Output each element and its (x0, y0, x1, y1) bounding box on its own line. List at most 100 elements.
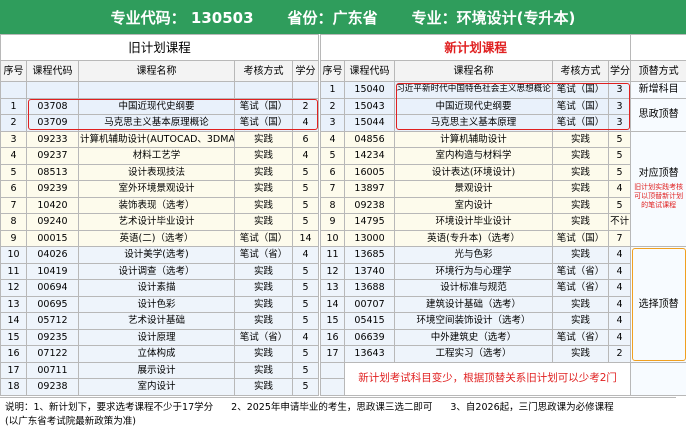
new-cell: 3 (608, 81, 632, 99)
old-cell (234, 81, 293, 99)
new-cell: 8 (320, 196, 346, 214)
new-title: 新计划课程 (320, 34, 632, 61)
course-row: 3 09233 计算机辅助设计(AUTOCAD、3DMAX) 实践 6 4 04856 计算机… (0, 130, 686, 247)
old-cell: 10 (0, 246, 27, 264)
column-label: 课程名称 (78, 60, 235, 82)
old-cell: 4 (0, 147, 27, 165)
new-cell: 笔试（省） (552, 262, 610, 280)
new-cell: 13000 (344, 229, 396, 247)
old-cell: 5 (0, 163, 27, 181)
new-cell: 15043 (344, 97, 396, 115)
new-cell: 05415 (344, 312, 396, 330)
old-cell: 5 (291, 279, 320, 297)
column-label: 课程代码 (26, 60, 79, 82)
new-cell: 4 (608, 246, 632, 264)
old-cell: 00695 (26, 295, 79, 313)
old-cell: 实践 (234, 279, 293, 297)
column-label: 顶替方式 (630, 60, 686, 82)
old-cell: 05712 (26, 312, 79, 330)
old-cell: 实践 (234, 213, 293, 231)
old-cell: 13 (0, 295, 27, 313)
new-cell: 笔试（省） (552, 328, 610, 346)
course-row: 15 09235 设计原理 笔试（省） 4 16 06639 中外建筑史（选考） 笔试（省） 4 (0, 328, 686, 346)
old-cell: 笔试（省） (234, 246, 293, 264)
new-cell: 笔试（国） (552, 114, 610, 132)
new-cell: 计算机辅助设计 (394, 130, 554, 148)
old-cell: 4 (291, 328, 320, 346)
old-cell: 实践 (234, 361, 293, 379)
old-cell: 2 (291, 97, 320, 115)
new-cell: 中外建筑史（选考） (394, 328, 554, 346)
old-cell: 笔试（国） (234, 114, 293, 132)
course-row: 9 00015 英语(二)（选考） 笔试（国） 14 10 13000 英语(专升本)（选考）… (0, 229, 686, 247)
replacement-label: 对应顶替 (638, 168, 679, 180)
replacement-note: 旧计划实践考核可以顶替新计划的笔试课程 (634, 183, 684, 210)
new-cell: 4 (608, 312, 632, 330)
old-cell (0, 81, 27, 99)
new-cell: 7 (320, 180, 346, 198)
old-cell: 09237 (26, 147, 79, 165)
label: 省份： (287, 8, 333, 27)
new-cell: 13897 (344, 180, 396, 198)
new-cell (320, 378, 346, 396)
new-cell: 实践 (552, 196, 610, 214)
replacement: 新增科目 (630, 81, 686, 99)
old-cell: 设计表现技法 (78, 163, 235, 181)
old-cell: 设计美学(选考) (78, 246, 235, 264)
title-row: 旧计划课程 新计划课程 (0, 34, 686, 395)
new-cell: 3 (608, 114, 632, 132)
new-cell: 工程实习（选考） (394, 345, 554, 363)
new-cell: 5 (320, 147, 346, 165)
old-cell: 实践 (234, 180, 293, 198)
new-cell (320, 361, 346, 379)
old-cell: 艺术设计毕业设计 (78, 213, 235, 231)
replacement-label: 思政顶替 (638, 109, 679, 120)
old-cell: 实践 (234, 196, 293, 214)
new-cell: 4 (608, 262, 632, 280)
course-row: 5 08513 设计表现技法 实践 5 6 16005 设计表达(环境设计) 实践 5 (0, 163, 686, 181)
old-cell: 实践 (234, 345, 293, 363)
new-cell: 14795 (344, 213, 396, 231)
old-cell: 6 (291, 130, 320, 148)
old-cell: 设计调查（选考） (78, 262, 235, 280)
old-cell (291, 81, 320, 99)
old-cell: 实践 (234, 312, 293, 330)
new-cell: 笔试（国） (552, 97, 610, 115)
course-row: 11 10419 设计调查（选考） 实践 5 12 13740 环境行为与心理学 笔试（省） 4 (0, 262, 686, 280)
old-cell: 09240 (26, 213, 79, 231)
new-cell: 1 (320, 81, 346, 99)
old-cell: 立体构成 (78, 345, 235, 363)
old-cell: 5 (291, 213, 320, 231)
old-cell: 装饰表现（选考） (78, 196, 235, 214)
new-cell: 17 (320, 345, 346, 363)
old-cell: 设计色彩 (78, 295, 235, 313)
label: 专业代码： (110, 8, 186, 27)
new-cell: 建筑设计基础（选考） (394, 295, 554, 313)
new-cell: 4 (320, 130, 346, 148)
new-cell: 实践 (552, 147, 610, 165)
new-cell: 实践 (552, 312, 610, 330)
blank (630, 34, 686, 61)
old-cell: 中国近现代史纲要 (78, 97, 235, 115)
new-cell: 4 (608, 295, 632, 313)
new-cell: 12 (320, 262, 346, 280)
old-cell: 11 (0, 262, 27, 280)
column-label: 课程名称 (394, 60, 554, 82)
new-cell: 室内设计 (394, 196, 554, 214)
new-cell: 4 (608, 180, 632, 198)
footer-item: 1、新计划下，要求选考课程不少于17学分 (33, 402, 214, 413)
old-cell: 笔试（国） (234, 97, 293, 115)
old-cell: 00694 (26, 279, 79, 297)
footer: 说明：1、新计划下，要求选考课程不少于17学分 2、2025年申请毕业的考生，思政… (0, 397, 676, 432)
new-cell: 00707 (344, 295, 396, 313)
new-cell: 13643 (344, 345, 396, 363)
old-cell: 17 (0, 361, 27, 379)
old-cell: 4 (291, 114, 320, 132)
old-cell: 5 (291, 196, 320, 214)
replacement: 思政顶替 (630, 97, 686, 132)
old-cell: 5 (291, 378, 320, 396)
new-cell: 7 (608, 229, 632, 247)
old-cell: 09238 (26, 378, 79, 396)
old-cell: 计算机辅助设计(AUTOCAD、3DMAX) (78, 130, 235, 148)
